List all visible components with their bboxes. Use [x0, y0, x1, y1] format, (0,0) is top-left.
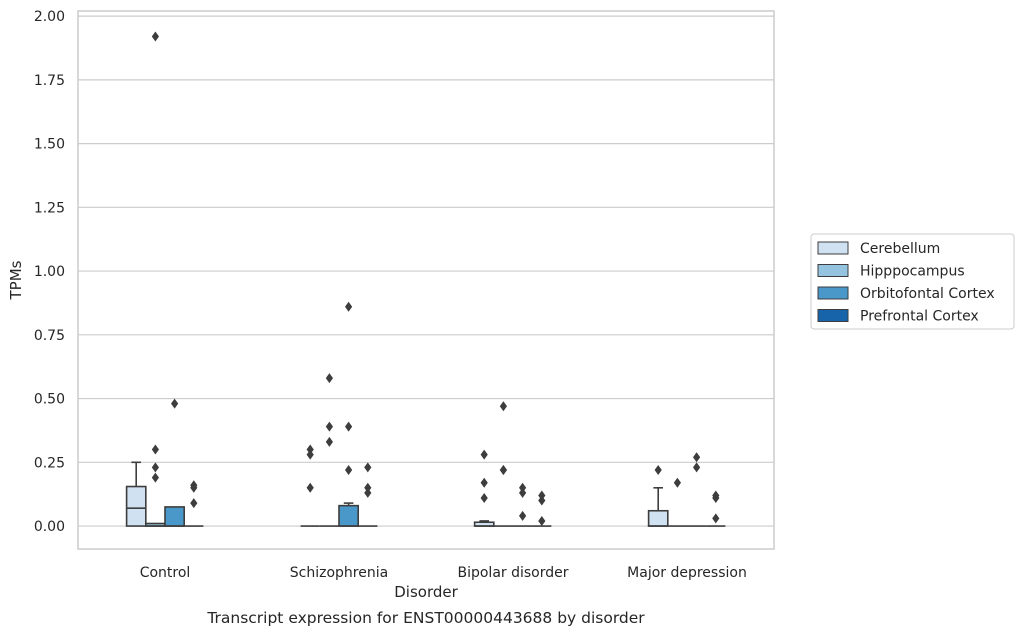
outlier-point	[190, 480, 198, 491]
outlier-point	[654, 464, 662, 475]
legend-swatch	[817, 286, 849, 300]
outlier-point	[151, 444, 159, 455]
legend-label: Prefrontal Cortex	[860, 309, 979, 325]
outlier-point	[325, 421, 333, 432]
box-body	[164, 506, 186, 527]
outlier-point	[538, 490, 546, 501]
outlier-point	[364, 482, 372, 493]
box-control	[125, 461, 147, 527]
plot-frame	[77, 10, 775, 550]
outlier-point	[673, 477, 681, 488]
outlier-point	[499, 401, 507, 412]
outlier-point	[325, 373, 333, 384]
outlier-point	[519, 510, 527, 521]
y-tick-label: 0.00	[34, 519, 65, 535]
y-tick-label: 0.25	[34, 455, 65, 471]
box-schizophrenia	[338, 301, 360, 527]
legend-label: Cerebellum	[860, 241, 940, 257]
box-body	[125, 485, 147, 527]
box-bipolar-disorder	[532, 490, 552, 527]
series-cerebellum	[125, 444, 669, 527]
x-axis-label: Disorder	[394, 583, 458, 601]
y-tick-label: 2.00	[34, 9, 65, 25]
series-orbitofontal-cortex	[164, 301, 707, 527]
outlier-point	[306, 449, 314, 460]
box-major-depression	[687, 452, 707, 527]
outlier-point	[171, 398, 179, 409]
outlier-point	[151, 472, 159, 483]
outlier-point	[538, 495, 546, 506]
outlier-point	[306, 482, 314, 493]
y-axis-label: TPMs	[7, 260, 25, 300]
box-body	[647, 509, 669, 527]
box-body	[338, 504, 360, 527]
outlier-point	[190, 498, 198, 509]
box-bipolar-disorder	[513, 482, 533, 527]
y-tick-label: 0.50	[34, 392, 65, 408]
y-tick-labels: 0.00 0.25 0.50 0.75 1.00 1.25 1.50 1.75 2.00	[34, 9, 65, 535]
series-prefrontal-cortex	[184, 462, 726, 527]
box-control	[145, 31, 166, 527]
series-hipppocampus	[145, 31, 687, 527]
outlier-point	[480, 493, 488, 504]
outlier-point	[693, 452, 701, 463]
legend-label: Orbitofontal Cortex	[860, 286, 995, 302]
x-tick-label: Bipolar disorder	[457, 565, 568, 581]
outlier-point	[499, 464, 507, 475]
box-control	[184, 480, 204, 527]
outlier-point	[151, 31, 159, 42]
box-plot-series	[125, 31, 726, 527]
box-bipolar-disorder	[473, 449, 495, 527]
box-control	[164, 398, 186, 527]
y-tick-label: 1.75	[34, 73, 65, 89]
box-major-depression	[706, 490, 726, 527]
outlier-point	[345, 464, 353, 475]
outlier-point	[306, 444, 314, 455]
outlier-point	[151, 462, 159, 473]
outlier-point	[712, 513, 720, 524]
legend-frame	[810, 233, 1015, 330]
outlier-point	[480, 477, 488, 488]
x-tick-label: Major depression	[627, 565, 747, 581]
x-tick-label: Control	[140, 565, 191, 581]
box-bipolar-disorder	[493, 401, 513, 527]
outlier-point	[519, 487, 527, 498]
outlier-point	[538, 515, 546, 526]
box-schizophrenia	[319, 373, 339, 527]
outlier-point	[364, 487, 372, 498]
outlier-point	[693, 462, 701, 473]
outlier-point	[519, 482, 527, 493]
legend: Cerebellum Hipppocampus Orbitofontal Corte…	[810, 233, 1015, 330]
y-tick-label: 0.75	[34, 328, 65, 344]
legend-swatch	[817, 264, 849, 277]
box-major-depression	[667, 477, 687, 527]
x-tick-label: Schizophrenia	[290, 565, 388, 581]
legend-label: Hipppocampus	[860, 264, 965, 280]
outlier-point	[345, 421, 353, 432]
outlier-point	[325, 436, 333, 447]
y-tick-label: 1.50	[34, 137, 65, 153]
y-tick-label: 1.25	[34, 200, 65, 216]
outlier-point	[480, 449, 488, 460]
y-tick-label: 1.00	[34, 264, 65, 280]
legend-swatch	[817, 241, 849, 255]
outlier-point	[345, 301, 353, 312]
chart-caption: Transcript expression for ENST0000044368…	[206, 609, 645, 627]
legend-swatch	[817, 309, 849, 322]
outlier-point	[712, 490, 720, 501]
box-schizophrenia	[358, 462, 378, 527]
x-tick-labels: Control Schizophrenia Bipolar disorder Majo…	[140, 565, 747, 581]
box-major-depression	[647, 464, 669, 527]
grid-lines	[78, 15, 774, 527]
outlier-point	[364, 462, 372, 473]
box-schizophrenia	[300, 444, 320, 527]
